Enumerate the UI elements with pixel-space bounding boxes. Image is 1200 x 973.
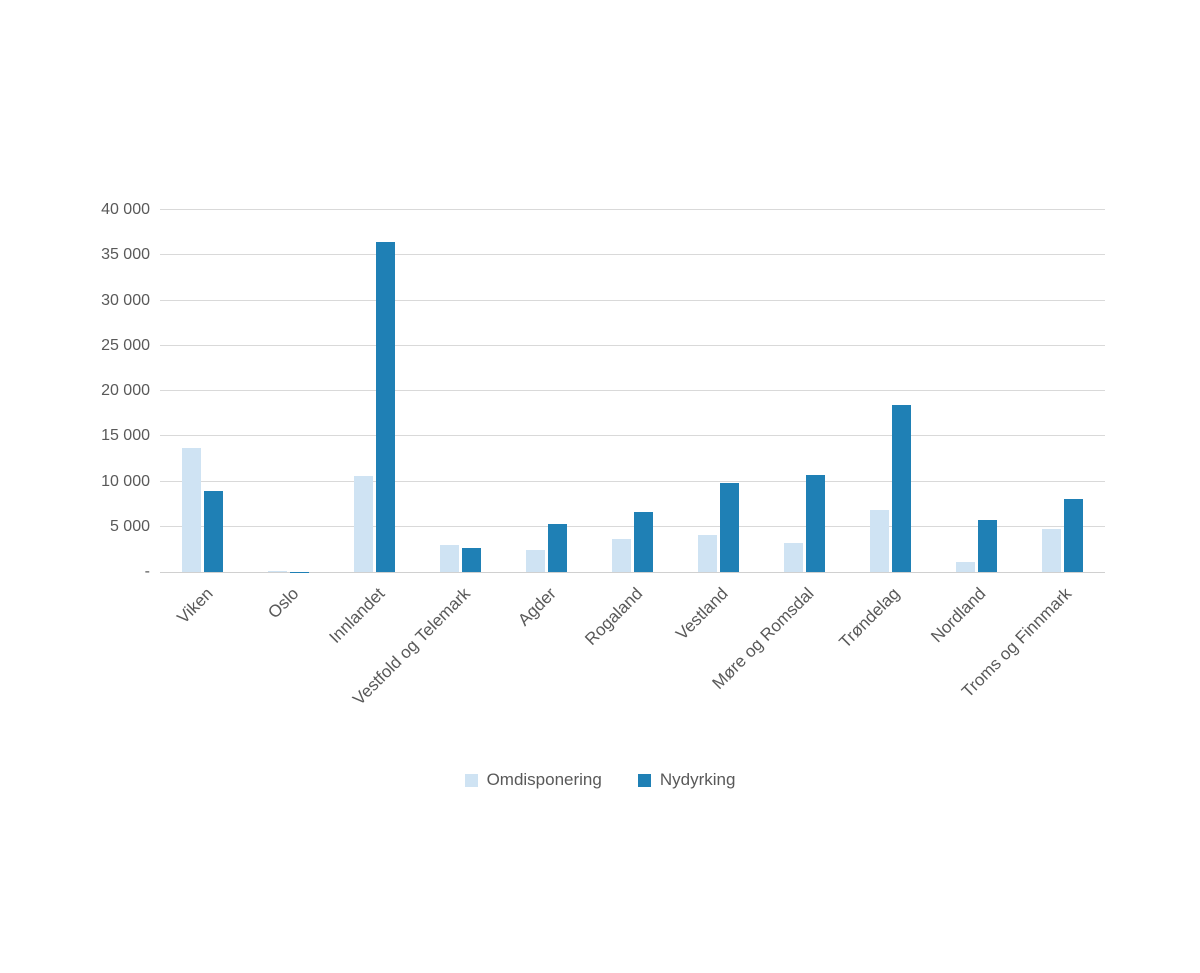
- plot-area: Viken Oslo Innlandet Vestfold og Telemark Ag…: [160, 209, 1105, 709]
- y-tick-label: 35 000: [101, 246, 150, 264]
- y-tick-label: 30 000: [101, 291, 150, 309]
- bar-omdisponering: [955, 562, 975, 572]
- bar-omdisponering: [783, 543, 803, 572]
- gridline: [160, 299, 1105, 301]
- gridline: [160, 525, 1105, 527]
- legend-swatch: [464, 773, 478, 787]
- bar-omdisponering: [182, 448, 202, 572]
- bar-omdisponering: [869, 509, 889, 572]
- gridline: [160, 435, 1105, 437]
- legend: Omdisponering Nydyrking: [0, 770, 1200, 790]
- gridline: [160, 254, 1105, 256]
- category-group: Nordland: [927, 210, 1019, 646]
- gridline: [160, 209, 1105, 210]
- legend-item-omdisponering: Omdisponering: [464, 770, 602, 790]
- category-group: Rogaland: [581, 210, 676, 649]
- legend-item-nydyrking: Nydyrking: [637, 770, 736, 790]
- bar-nydyrking: [376, 241, 396, 572]
- bar-nydyrking: [204, 490, 224, 572]
- bar-pair: [590, 210, 676, 572]
- x-axis-label: Trøndelag: [835, 584, 904, 652]
- category-group: Møre og Romsdal: [709, 210, 847, 693]
- bar-pair: [504, 210, 590, 572]
- bar-nydyrking: [1063, 498, 1083, 572]
- bar-omdisponering: [354, 476, 374, 572]
- y-tick-label: 5 000: [109, 517, 150, 535]
- bar-omdisponering: [1041, 529, 1061, 572]
- bar-pair: [246, 210, 332, 572]
- legend-label: Omdisponering: [486, 770, 602, 789]
- x-axis-label: Rogaland: [581, 584, 646, 649]
- bar-nydyrking: [977, 520, 997, 572]
- category-group: Trøndelag: [836, 210, 933, 652]
- gridline: [160, 344, 1105, 346]
- y-tick-label: 20 000: [101, 382, 150, 399]
- bar-nydyrking: [633, 512, 653, 572]
- bar-pair: [332, 210, 418, 572]
- legend-label: Nydyrking: [659, 770, 736, 789]
- y-tick-label: 15 000: [101, 427, 150, 445]
- category-group: Troms og Finnmark: [958, 210, 1105, 701]
- gridline: [160, 480, 1105, 482]
- bar-pair: [1019, 210, 1105, 572]
- y-tick-label: 25 000: [101, 336, 150, 354]
- bar-nydyrking: [719, 483, 739, 572]
- bar-omdisponering: [611, 538, 631, 572]
- y-tick-label: 10 000: [101, 472, 150, 490]
- x-axis-label: Viken: [173, 584, 217, 628]
- x-axis-label: Oslo: [264, 584, 303, 623]
- bar-nydyrking: [805, 475, 825, 572]
- x-axis-label: Vestland: [672, 584, 732, 644]
- bar-pair: [761, 210, 847, 572]
- bar-nydyrking: [548, 524, 568, 572]
- y-tick-label: -: [144, 563, 150, 580]
- bar-pair: [933, 210, 1019, 572]
- bar-pair: [160, 210, 246, 572]
- x-axis-label: Agder: [514, 584, 561, 630]
- category-group: Viken: [160, 210, 246, 627]
- bar-omdisponering: [526, 550, 546, 572]
- x-axis-label: Innlandet: [325, 584, 389, 647]
- category-group: Vestland: [672, 210, 761, 644]
- y-axis-labels: - 5 000 10 000 15 000 20 000 25 000 30 000 35 0…: [0, 202, 150, 580]
- y-tick-label: 40 000: [101, 201, 150, 218]
- bar-omdisponering: [697, 534, 717, 572]
- category-group: Innlandet: [325, 210, 418, 647]
- bar-groups: Viken Oslo Innlandet Vestfold og Telemark Ag…: [160, 210, 1105, 709]
- category-group: Vestfold og Telemark: [349, 210, 504, 709]
- bar-omdisponering: [268, 571, 288, 572]
- category-group: Agder: [504, 210, 590, 630]
- bar-pair: [418, 210, 504, 572]
- gridline: [160, 390, 1105, 391]
- bar-pair: [847, 210, 933, 572]
- bar-omdisponering: [440, 544, 460, 572]
- bar-pair: [675, 210, 761, 572]
- category-group: Oslo: [246, 210, 332, 622]
- legend-swatch: [637, 773, 651, 787]
- bar-nydyrking: [891, 405, 911, 572]
- bar-nydyrking: [462, 548, 482, 572]
- gridlines: [160, 209, 1105, 572]
- x-axis-label: Nordland: [927, 584, 990, 647]
